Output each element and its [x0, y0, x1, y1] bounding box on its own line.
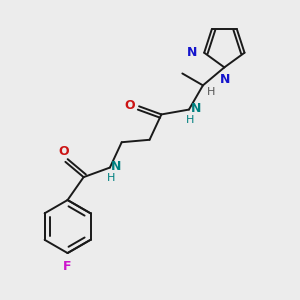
Text: H: H — [186, 115, 194, 125]
Text: N: N — [190, 102, 201, 115]
Text: N: N — [111, 160, 122, 172]
Text: O: O — [58, 145, 69, 158]
Text: N: N — [220, 73, 230, 86]
Text: O: O — [124, 99, 135, 112]
Text: F: F — [63, 260, 72, 272]
Text: N: N — [187, 46, 198, 59]
Text: H: H — [207, 87, 215, 97]
Text: H: H — [106, 173, 115, 183]
